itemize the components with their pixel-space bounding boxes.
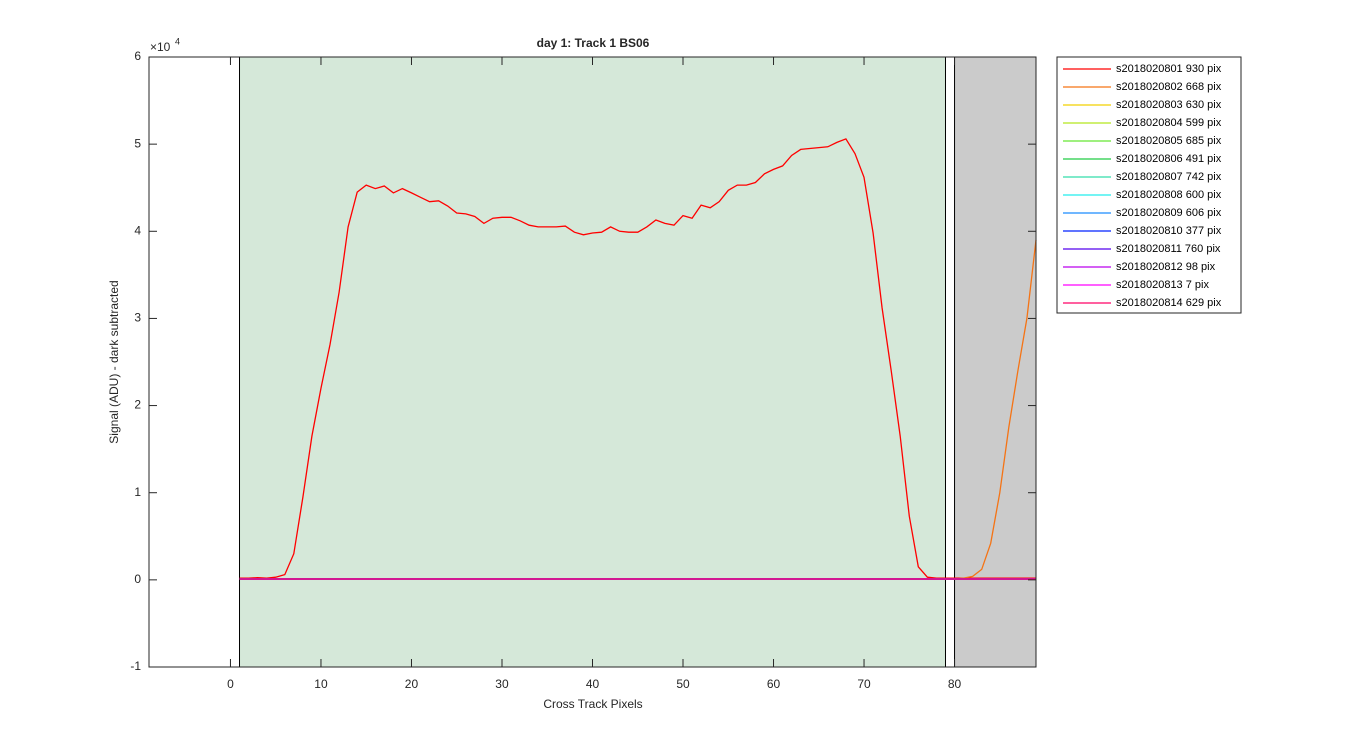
chart-title: day 1: Track 1 BS06: [537, 36, 650, 50]
region: [239, 56, 946, 668]
x-tick-label: 20: [405, 677, 419, 691]
legend-box: [1056, 56, 1242, 314]
x-axis-label: Cross Track Pixels: [543, 697, 642, 711]
y-tick-label: 6: [134, 49, 141, 63]
legend-label: s2018020811 760 pix: [1116, 243, 1221, 255]
x-tick-label: 60: [767, 677, 781, 691]
legend: s2018020801 930 pix s2018020802 668 pix s2…: [1056, 56, 1242, 314]
x-tick-label: 30: [495, 677, 509, 691]
y-tick-label: 3: [134, 311, 141, 325]
x-tick-label: 80: [948, 677, 962, 691]
y-exponent-base: ×10: [150, 40, 171, 54]
x-tick-label: 40: [586, 677, 600, 691]
legend-label: s2018020805 685 pix: [1116, 135, 1222, 147]
region: [954, 56, 1037, 668]
y-tick-label: 2: [134, 398, 141, 412]
legend-label: s2018020809 606 pix: [1116, 207, 1222, 219]
y-tick-label: -1: [130, 659, 141, 673]
x-tick-label: 0: [227, 677, 234, 691]
legend-label: s2018020804 599 pix: [1116, 117, 1222, 129]
legend-label: s2018020812 98 pix: [1116, 261, 1216, 273]
y-tick-label: 0: [134, 572, 141, 586]
legend-label: s2018020814 629 pix: [1116, 297, 1222, 309]
legend-label: s2018020808 600 pix: [1116, 189, 1222, 201]
series-line: [239, 138, 1036, 579]
legend-label: s2018020813 7 pix: [1116, 279, 1209, 291]
y-exponent-power: 4: [175, 36, 180, 46]
legend-label: s2018020801 930 pix: [1116, 63, 1222, 75]
x-tick-label: 50: [676, 677, 690, 691]
y-tick-label: 1: [134, 485, 141, 499]
x-tick-label: 70: [857, 677, 871, 691]
legend-label: s2018020802 668 pix: [1116, 81, 1222, 93]
x-tick-label: 10: [314, 677, 328, 691]
y-tick-label: 4: [134, 223, 141, 237]
y-axis-label: Signal (ADU) - dark subtracted: [107, 280, 121, 443]
legend-label: s2018020806 491 pix: [1116, 153, 1222, 165]
legend-label: s2018020810 377 pix: [1116, 225, 1222, 237]
legend-label: s2018020803 630 pix: [1116, 99, 1222, 111]
y-tick-label: 5: [134, 136, 141, 150]
legend-label: s2018020807 742 pix: [1116, 171, 1222, 183]
